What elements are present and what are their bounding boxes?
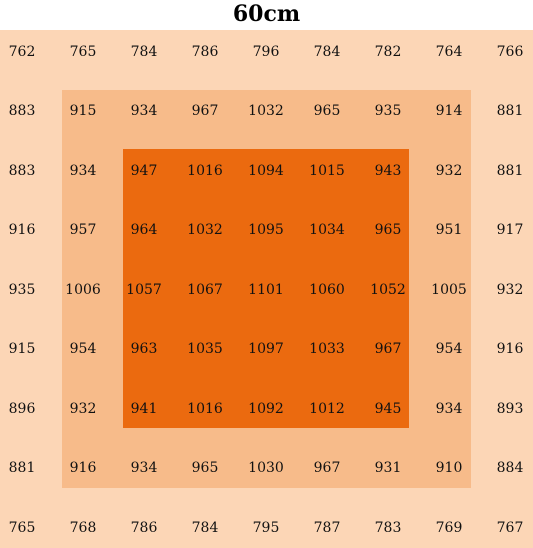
grid-cell: 910 (435, 460, 463, 476)
grid-cell: 947 (130, 163, 158, 179)
grid-cell: 934 (435, 401, 463, 417)
grid-cell: 884 (496, 460, 524, 476)
grid-cell: 934 (130, 103, 158, 119)
grid-cell: 965 (191, 460, 219, 476)
grid-cell: 1015 (309, 163, 345, 179)
grid-cell: 881 (496, 163, 524, 179)
grid-cell: 932 (435, 163, 463, 179)
grid-cell: 764 (435, 44, 463, 60)
grid-cell: 1016 (187, 401, 223, 417)
grid-cell: 1030 (248, 460, 284, 476)
grid-cell: 965 (313, 103, 341, 119)
grid-cell: 954 (69, 341, 97, 357)
grid-cell: 1097 (248, 341, 284, 357)
grid-cell: 935 (374, 103, 402, 119)
grid-cell: 768 (69, 520, 97, 536)
grid-cell: 967 (374, 341, 402, 357)
grid-cell: 945 (374, 401, 402, 417)
grid-cell: 935 (8, 282, 36, 298)
grid-cell: 1032 (248, 103, 284, 119)
grid-cell: 795 (252, 520, 280, 536)
grid-cell: 881 (8, 460, 36, 476)
grid-cell: 893 (496, 401, 524, 417)
grid-cell: 1057 (126, 282, 162, 298)
grid-cell: 965 (374, 222, 402, 238)
grid-cell: 914 (435, 103, 463, 119)
grid-cell: 943 (374, 163, 402, 179)
grid-cell: 1092 (248, 401, 284, 417)
grid-cell: 765 (8, 520, 36, 536)
grid-cell: 1067 (187, 282, 223, 298)
grid-cell: 769 (435, 520, 463, 536)
grid-cell: 784 (130, 44, 158, 60)
grid-cell: 967 (191, 103, 219, 119)
grid-cell: 783 (374, 520, 402, 536)
grid-cell: 1060 (309, 282, 345, 298)
grid-cell: 932 (496, 282, 524, 298)
grid-cell: 916 (8, 222, 36, 238)
grid-cell: 915 (69, 103, 97, 119)
grid-cell: 932 (69, 401, 97, 417)
grid-cell: 766 (496, 44, 524, 60)
grid-cell: 1035 (187, 341, 223, 357)
grid-cell: 967 (313, 460, 341, 476)
grid-cell: 1052 (370, 282, 406, 298)
grid-cell: 787 (313, 520, 341, 536)
grid-cell: 796 (252, 44, 280, 60)
grid-cell: 934 (69, 163, 97, 179)
grid-cell: 915 (8, 341, 36, 357)
grid-cell: 1095 (248, 222, 284, 238)
grid-cell: 786 (191, 44, 219, 60)
grid-cell: 1005 (431, 282, 467, 298)
grid-cell: 1034 (309, 222, 345, 238)
inner-zone (123, 149, 409, 428)
grid-cell: 931 (374, 460, 402, 476)
grid-cell: 941 (130, 401, 158, 417)
grid-cell: 964 (130, 222, 158, 238)
grid-cell: 1016 (187, 163, 223, 179)
grid-cell: 1101 (248, 282, 284, 298)
grid-cell: 957 (69, 222, 97, 238)
grid-title: 60cm (232, 1, 301, 27)
grid-cell: 951 (435, 222, 463, 238)
grid-cell: 896 (8, 401, 36, 417)
grid-cell: 917 (496, 222, 524, 238)
grid-cell: 916 (496, 341, 524, 357)
grid-cell: 1032 (187, 222, 223, 238)
grid-cell: 784 (313, 44, 341, 60)
grid-cell: 1033 (309, 341, 345, 357)
grid-cell: 767 (496, 520, 524, 536)
grid-cell: 786 (130, 520, 158, 536)
grid-cell: 934 (130, 460, 158, 476)
grid-cell: 916 (69, 460, 97, 476)
grid-cell: 784 (191, 520, 219, 536)
grid-cell: 954 (435, 341, 463, 357)
grid-cell: 762 (8, 44, 36, 60)
grid-cell: 883 (8, 103, 36, 119)
grid-cell: 881 (496, 103, 524, 119)
grid-cell: 1094 (248, 163, 284, 179)
grid-cell: 963 (130, 341, 158, 357)
grid-cell: 782 (374, 44, 402, 60)
grid-cell: 765 (69, 44, 97, 60)
grid-cell: 1012 (309, 401, 345, 417)
grid-cell: 883 (8, 163, 36, 179)
grid-cell: 1006 (65, 282, 101, 298)
